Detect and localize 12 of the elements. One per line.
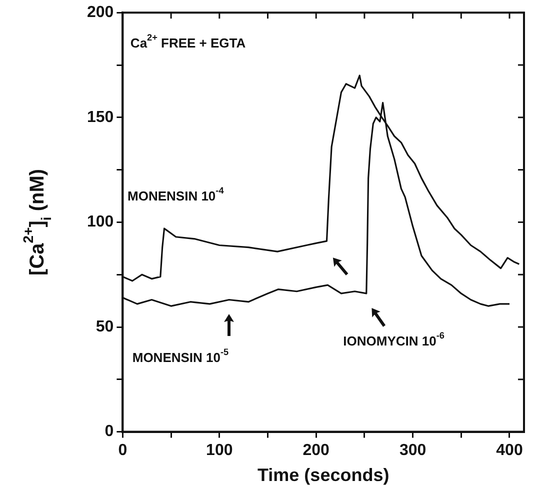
y-tick-label: 50: [96, 318, 114, 336]
x-tick-label: 300: [399, 442, 426, 459]
x-tick-label: 0: [118, 442, 128, 459]
y-tick-label: 0: [104, 423, 114, 440]
y-axis-title: [Ca2+]i (nM): [20, 168, 54, 276]
x-tick-label: 400: [496, 442, 523, 459]
x-tick-label: 100: [206, 442, 233, 459]
x-tick-label: 200: [302, 442, 330, 459]
x-axis-title: Time (seconds): [257, 464, 390, 485]
y-tick-label: 150: [86, 108, 114, 126]
y-tick-label: 100: [86, 214, 114, 231]
y-tick-label: 200: [86, 4, 114, 22]
